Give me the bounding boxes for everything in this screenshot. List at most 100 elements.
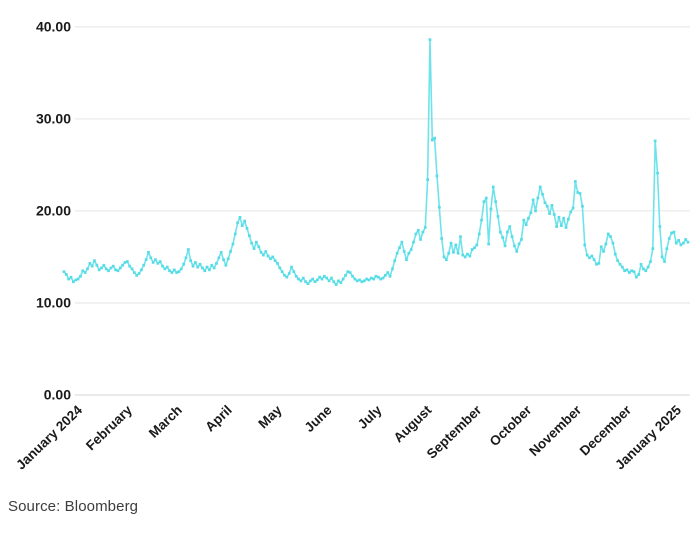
data-point-marker: [583, 243, 587, 247]
data-point-marker: [100, 266, 103, 270]
data-point-marker: [306, 282, 310, 285]
data-point-marker: [667, 237, 671, 240]
data-point-marker: [543, 201, 547, 204]
data-point-marker: [456, 251, 460, 255]
data-point-marker: [686, 240, 690, 244]
data-point-marker: [679, 243, 683, 247]
data-point-marker: [217, 256, 221, 260]
data-point-marker: [491, 185, 495, 189]
data-point-marker: [233, 232, 237, 236]
data-point-marker: [618, 262, 622, 266]
data-point-marker: [189, 259, 192, 262]
data-point-marker: [353, 277, 357, 281]
data-point-marker: [121, 263, 124, 267]
data-point-marker: [93, 259, 96, 262]
data-point-marker: [287, 272, 291, 275]
data-point-marker: [613, 252, 617, 256]
data-point-marker: [358, 278, 361, 282]
data-point-marker: [346, 270, 350, 273]
data-point-marker: [445, 258, 448, 261]
data-point-marker: [606, 232, 610, 236]
data-point-marker: [175, 271, 178, 274]
data-point-marker: [412, 240, 415, 244]
data-point-marker: [301, 276, 305, 280]
data-point-marker: [196, 265, 200, 269]
y-tick-labels: 40.00 30.00 20.00 10.00 0.00: [36, 18, 71, 402]
data-point-marker: [395, 251, 399, 255]
x-axis-tick-label: July: [355, 402, 385, 432]
data-point-marker: [362, 279, 366, 283]
data-point-marker: [187, 248, 190, 251]
data-point-marker: [165, 265, 169, 269]
data-point-marker: [370, 276, 373, 280]
x-axis-tick-label: October: [487, 402, 535, 449]
data-point-marker: [292, 270, 296, 273]
data-point-marker: [367, 278, 371, 282]
data-point-marker: [116, 269, 120, 273]
data-series: [62, 38, 690, 286]
data-point-marker: [454, 243, 458, 247]
data-point-marker: [503, 244, 507, 248]
data-point-marker: [304, 280, 307, 284]
data-point-marker: [447, 251, 451, 255]
data-point-marker: [609, 235, 612, 238]
data-point-marker: [520, 238, 523, 241]
data-point-marker: [449, 241, 453, 245]
data-point-marker: [177, 270, 181, 273]
data-point-marker: [276, 262, 279, 265]
data-point-marker: [266, 254, 270, 258]
data-point-marker: [630, 269, 633, 273]
data-point-marker: [604, 242, 608, 246]
y-axis-tick-label: 0.00: [44, 387, 71, 403]
data-point-marker: [506, 230, 509, 234]
data-point-marker: [191, 264, 195, 268]
data-point-marker: [592, 258, 596, 261]
data-point-marker: [248, 234, 251, 238]
data-point-marker: [416, 228, 420, 232]
data-point-marker: [311, 277, 314, 281]
data-point-marker: [224, 263, 228, 267]
data-point-marker: [62, 270, 66, 273]
data-point-marker: [374, 274, 378, 278]
data-point-marker: [435, 174, 439, 178]
data-point-marker: [318, 275, 321, 279]
x-axis-tick-label: November: [526, 402, 584, 459]
data-point-marker: [599, 245, 603, 249]
data-point-marker: [339, 281, 343, 284]
data-point-marker: [341, 277, 345, 281]
data-point-marker: [299, 279, 303, 283]
data-point-marker: [309, 279, 312, 283]
data-point-marker: [158, 260, 162, 263]
data-point-marker: [255, 240, 258, 244]
data-point-marker: [651, 247, 655, 250]
data-point-marker: [194, 261, 197, 264]
data-point-marker: [215, 262, 218, 265]
data-point-marker: [137, 272, 141, 275]
data-point-marker: [156, 262, 160, 265]
data-point-marker: [119, 266, 122, 270]
x-axis-tick-label: August: [391, 402, 435, 445]
x-axis-tick-label: June: [302, 402, 335, 435]
data-point-marker: [475, 243, 479, 247]
data-point-marker: [564, 226, 568, 229]
data-point-marker: [534, 209, 537, 213]
data-point-marker: [327, 279, 331, 283]
data-point-marker: [452, 251, 455, 254]
data-point-marker: [635, 275, 638, 279]
data-point-marker: [484, 196, 488, 200]
data-point-marker: [423, 226, 427, 229]
data-point-marker: [386, 271, 390, 274]
data-point-marker: [90, 264, 94, 268]
data-point-marker: [198, 262, 202, 266]
data-point-marker: [184, 256, 188, 260]
data-point-marker: [355, 279, 359, 283]
data-line: [63, 38, 689, 286]
data-point-marker: [461, 253, 465, 257]
data-point-marker: [208, 268, 211, 272]
data-point-marker: [76, 277, 80, 281]
data-point-marker: [280, 270, 284, 273]
data-point-marker: [278, 266, 282, 270]
data-point-marker: [602, 250, 605, 253]
data-point-marker: [182, 262, 185, 266]
data-point-marker: [107, 269, 110, 273]
